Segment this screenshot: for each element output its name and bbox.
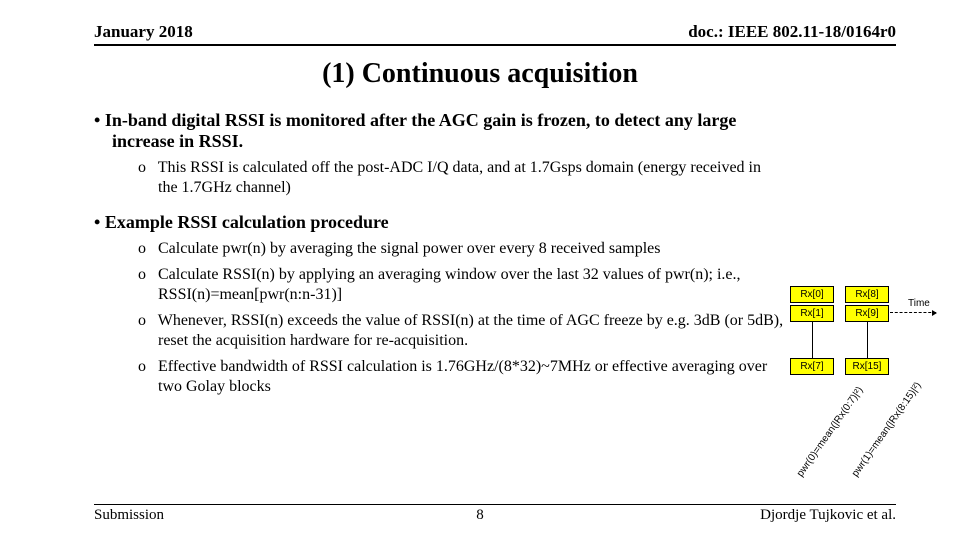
header-doc: doc.: IEEE 802.11-18/0164r0 — [688, 22, 896, 42]
cell-rx8: Rx[8] — [845, 286, 889, 303]
time-label: Time — [908, 298, 930, 309]
cell-rx9: Rx[9] — [845, 305, 889, 322]
bullet-1-sub-1: This RSSI is calculated off the post-ADC… — [138, 158, 784, 198]
cell-rx15: Rx[15] — [845, 358, 889, 375]
bullet-2-sub-4: Effective bandwidth of RSSI calculation … — [138, 357, 784, 397]
cell-rx1: Rx[1] — [790, 305, 834, 322]
footer-right: Djordje Tujkovic et al. — [760, 507, 896, 524]
slide-body: In-band digital RSSI is monitored after … — [94, 110, 784, 403]
bullet-2-sub-3: Whenever, RSSI(n) exceeds the value of R… — [138, 311, 784, 351]
rssi-diagram: Rx[0] Rx[8] Rx[1] Rx[9] Rx[7] Rx[15] Tim… — [790, 286, 950, 496]
time-arrow-icon — [890, 312, 936, 313]
slide-title: (1) Continuous acquisition — [0, 58, 960, 90]
cell-rx7: Rx[7] — [790, 358, 834, 375]
header-date: January 2018 — [94, 22, 193, 42]
bullet-2-sub-2: Calculate RSSI(n) by applying an averagi… — [138, 265, 784, 305]
cell-rx0: Rx[0] — [790, 286, 834, 303]
diagram-connector-a — [812, 322, 813, 358]
slide-footer: Submission Djordje Tujkovic et al. — [94, 504, 896, 524]
bullet-2-sub-1: Calculate pwr(n) by averaging the signal… — [138, 239, 784, 259]
bullet-2: Example RSSI calculation procedure — [94, 212, 784, 233]
footer-left: Submission — [94, 507, 164, 524]
diagram-connector-b — [867, 322, 868, 358]
bullet-1: In-band digital RSSI is monitored after … — [94, 110, 784, 152]
slide-header: January 2018 doc.: IEEE 802.11-18/0164r0 — [94, 22, 896, 46]
